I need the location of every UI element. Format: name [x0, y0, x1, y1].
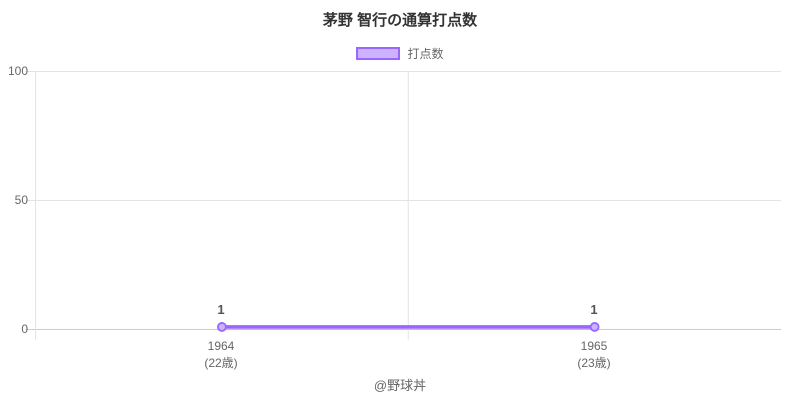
x-tick-year: 1964 [207, 339, 235, 353]
data-point-1964[interactable] [216, 322, 227, 332]
legend-label: 打点数 [407, 47, 444, 61]
data-point-1965[interactable] [589, 322, 600, 332]
data-point-label: 1 [217, 302, 225, 317]
legend[interactable]: 打点数 [0, 45, 800, 62]
x-axis-tick-1964: 1964 (22歳) [146, 338, 296, 372]
y-axis-tick-100: 100 [7, 64, 28, 78]
chart-title: 茅野 智行の通算打点数 [322, 12, 478, 29]
x-tick-age: (22歳) [204, 356, 238, 370]
data-point-label: 1 [590, 302, 598, 317]
x-tick-year: 1965 [580, 339, 608, 353]
x-axis-tick-1965: 1965 (23歳) [519, 338, 669, 372]
footer-credit: @野球丼 [373, 378, 427, 393]
y-axis-tick-0: 0 [21, 322, 28, 336]
y-axis-tick-50: 50 [14, 193, 28, 207]
x-tick-age: (23歳) [577, 356, 611, 370]
legend-swatch-icon [356, 47, 401, 60]
